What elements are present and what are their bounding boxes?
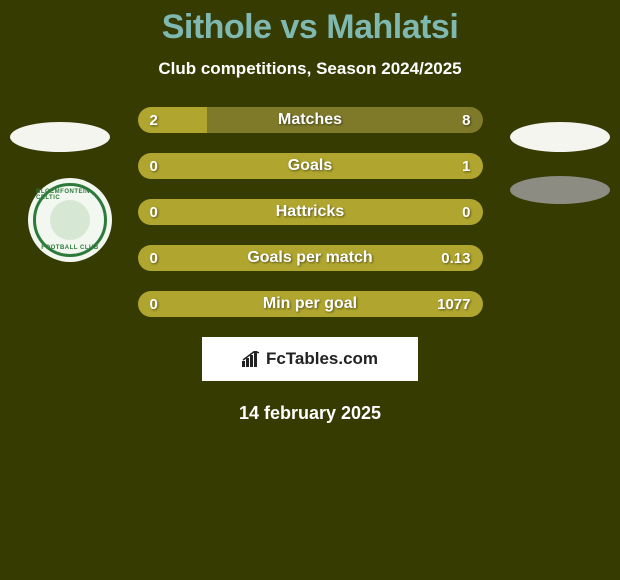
- stat-row: 0 Hattricks 0: [138, 199, 483, 225]
- stat-label: Hattricks: [138, 199, 483, 225]
- page-title: Sithole vs Mahlatsi: [0, 0, 620, 47]
- chart-icon: [242, 351, 262, 367]
- stat-row: 0 Goals per match 0.13: [138, 245, 483, 271]
- stat-value-right: 1: [462, 153, 470, 179]
- club-badge-bottom-text: FOOTBALL CLUB: [41, 245, 98, 251]
- stat-label: Min per goal: [138, 291, 483, 317]
- stat-row: 2 Matches 8: [138, 107, 483, 133]
- stat-row: 0 Goals 1: [138, 153, 483, 179]
- stat-value-right: 8: [462, 107, 470, 133]
- player-right-placeholder: [510, 122, 610, 152]
- club-right-placeholder: [510, 176, 610, 204]
- player-left-placeholder: [10, 122, 110, 152]
- date-text: 14 february 2025: [0, 403, 620, 424]
- stat-row: 0 Min per goal 1077: [138, 291, 483, 317]
- stat-value-right: 1077: [437, 291, 470, 317]
- stat-value-right: 0.13: [441, 245, 470, 271]
- brand-text: FcTables.com: [266, 349, 378, 369]
- brand-box[interactable]: FcTables.com: [202, 337, 418, 381]
- subtitle: Club competitions, Season 2024/2025: [0, 59, 620, 79]
- club-badge-center-icon: [50, 200, 90, 240]
- stat-label: Goals per match: [138, 245, 483, 271]
- club-badge-top-text: BLOEMFONTEIN CELTIC: [36, 189, 104, 201]
- stat-value-right: 0: [462, 199, 470, 225]
- stat-label: Goals: [138, 153, 483, 179]
- club-left-badge: BLOEMFONTEIN CELTIC FOOTBALL CLUB: [28, 178, 112, 262]
- stat-label: Matches: [138, 107, 483, 133]
